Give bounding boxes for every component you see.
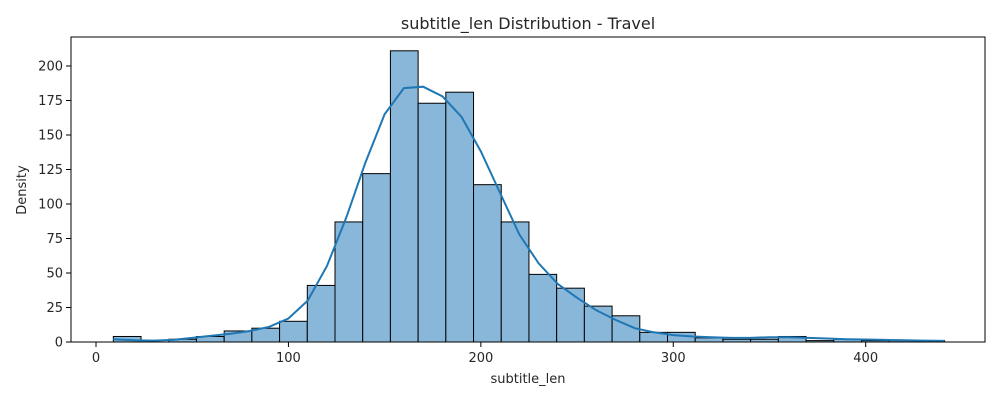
histogram-bar: [362, 173, 391, 343]
x-tick-label: 200: [468, 351, 493, 366]
y-tick-label: 0: [55, 336, 63, 351]
x-axis-label: subtitle_len: [490, 372, 565, 387]
y-axis-label: Density: [15, 165, 30, 215]
histogram-bar: [694, 337, 724, 343]
histogram-bar: [556, 287, 585, 343]
plot-frame: [70, 36, 986, 343]
y-tick-label: 175: [38, 94, 63, 109]
y-tick-label: 50: [46, 266, 63, 281]
y-tick-label: 25: [46, 301, 63, 316]
x-tick-label: 400: [853, 351, 878, 366]
histogram-bar: [334, 221, 364, 343]
histogram-bars: [112, 50, 946, 343]
chart-title: subtitle_len Distribution - Travel: [401, 14, 655, 34]
y-tick-label: 150: [38, 128, 63, 143]
y-tick-label: 75: [46, 232, 63, 247]
y-tick-label: 125: [38, 163, 63, 178]
histogram-bar: [389, 50, 419, 343]
histogram-bar: [473, 184, 502, 343]
histogram-bar: [528, 273, 558, 343]
histogram-bar: [500, 221, 530, 343]
x-tick-label: 100: [276, 351, 301, 366]
histogram-bar: [279, 320, 308, 343]
y-axis-ticks: 0 25 50 75 100 125 150 175 200: [38, 59, 71, 351]
x-tick-label: 0: [92, 351, 100, 366]
x-axis-ticks: 0 100 200 300 400: [92, 342, 878, 366]
kde-curve: [113, 85, 945, 342]
x-tick-label: 300: [661, 351, 686, 366]
y-tick-label: 100: [38, 197, 63, 212]
y-tick-label: 200: [38, 59, 63, 74]
histogram-bar: [417, 102, 447, 343]
